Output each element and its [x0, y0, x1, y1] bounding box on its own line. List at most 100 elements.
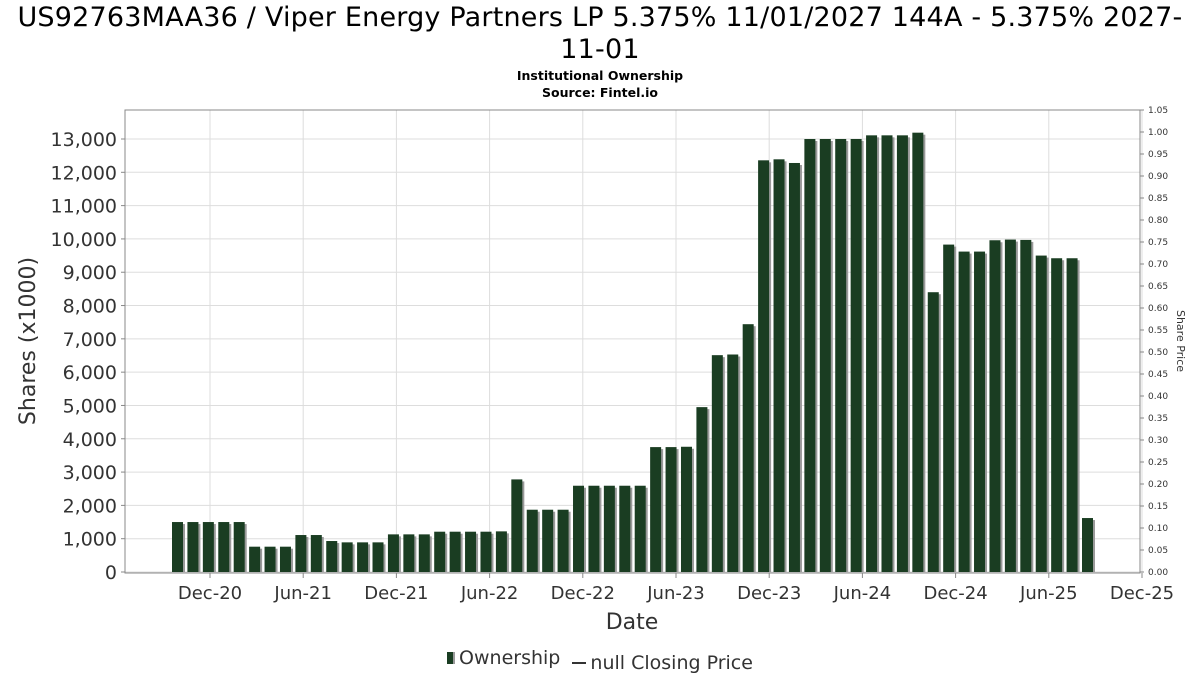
ownership-bar: [927, 292, 939, 572]
ownership-bar: [202, 522, 214, 572]
ownership-bar: [989, 240, 1001, 573]
x-tick-label: Dec-25: [1110, 583, 1174, 604]
y-axis-title: Shares (x1000): [16, 257, 41, 425]
ownership-bar: [650, 447, 662, 572]
y2-tick-label: 0.60: [1148, 304, 1168, 314]
ownership-bar: [696, 407, 708, 572]
y2-tick-label: 1.05: [1148, 106, 1168, 116]
ownership-bar: [727, 354, 739, 572]
y2-tick-label: 0.20: [1148, 480, 1168, 490]
x-tick-label: Jun-22: [460, 583, 519, 604]
y2-tick-label: 0.00: [1148, 568, 1168, 578]
y-tick-label: 10,000: [51, 229, 117, 251]
ownership-bar: [372, 542, 384, 572]
y2-tick-label: 0.40: [1148, 392, 1168, 402]
y2-tick-label: 0.85: [1148, 194, 1168, 204]
chart-source: Source: Fintel.io: [542, 85, 658, 100]
ownership-bar: [264, 546, 276, 572]
ownership-bar: [896, 135, 908, 572]
ownership-bar: [819, 139, 831, 572]
ownership-bar: [557, 509, 569, 572]
ownership-bar: [912, 132, 924, 572]
y-tick-label: 6,000: [63, 362, 117, 384]
ownership-bar: [526, 509, 538, 572]
legend-price-label: null Closing Price: [590, 652, 753, 674]
ownership-bar: [1004, 239, 1016, 572]
plot-frame: [124, 109, 1141, 574]
ownership-bar: [634, 485, 646, 572]
ownership-bar: [1082, 518, 1093, 572]
ownership-bar: [341, 542, 353, 572]
y-tick-label: 1,000: [63, 529, 117, 551]
ownership-bar: [588, 485, 600, 572]
grid-layer: [125, 110, 1143, 573]
ticks-layer: 0 1,000 2,000 3,000 4,000 5,000 6,000 7,000 8,00…: [51, 106, 1175, 604]
y2-tick-label: 0.80: [1148, 216, 1168, 226]
y2-tick-label: 0.35: [1148, 414, 1168, 424]
ownership-bar: [295, 535, 307, 572]
ownership-bar: [403, 534, 415, 572]
ownership-bar: [310, 535, 322, 572]
y2-tick-label: 0.90: [1148, 172, 1168, 182]
ownership-bar: [434, 531, 446, 572]
y-tick-label: 9,000: [63, 262, 117, 284]
line-swatch-icon: [572, 662, 587, 664]
x-axis-title: Date: [606, 610, 659, 635]
y2-tick-label: 0.05: [1148, 546, 1168, 556]
y2-axis-title: Share Price: [1174, 310, 1187, 372]
y-tick-label: 5,000: [63, 395, 117, 417]
ownership-bar: [449, 531, 461, 572]
ownership-bar: [233, 522, 245, 572]
y2-tick-label: 0.10: [1148, 524, 1168, 534]
x-tick-label: Dec-20: [178, 583, 242, 604]
x-tick-label: Dec-22: [551, 583, 615, 604]
y-tick-label: 12,000: [51, 162, 117, 184]
y-tick-label: 0: [105, 562, 117, 584]
y-tick-label: 2,000: [63, 495, 117, 517]
x-tick-label: Jun-21: [273, 583, 332, 604]
y-tick-label: 7,000: [63, 329, 117, 351]
ownership-bar: [835, 139, 847, 572]
y-tick-label: 8,000: [63, 296, 117, 318]
ownership-bar: [542, 509, 554, 572]
ownership-bar: [742, 324, 754, 572]
y2-tick-label: 0.15: [1148, 502, 1168, 512]
ownership-bar: [1066, 258, 1078, 572]
y2-tick-label: 0.95: [1148, 150, 1168, 160]
ownership-bar: [711, 355, 723, 572]
ownership-bar: [665, 447, 677, 572]
ownership-bar: [758, 160, 770, 572]
ownership-bar: [943, 244, 955, 572]
y2-tick-label: 0.70: [1148, 260, 1168, 270]
ownership-bar: [387, 534, 399, 572]
bar-swatch-icon: [447, 652, 456, 664]
ownership-bar: [881, 135, 893, 572]
x-tick-label: Dec-21: [364, 583, 428, 604]
ownership-bar: [680, 446, 692, 572]
ownership-bar: [1051, 258, 1063, 572]
ownership-bar: [511, 479, 523, 572]
legend-price: null Closing Price: [570, 652, 753, 674]
ownership-bar: [480, 531, 492, 572]
ownership-bar: [495, 531, 507, 572]
y2-tick-label: 1.00: [1148, 128, 1168, 138]
ownership-bar: [465, 531, 477, 572]
ownership-bar: [1020, 239, 1032, 572]
y2-tick-label: 0.50: [1148, 348, 1168, 358]
x-tick-label: Dec-23: [737, 583, 801, 604]
ownership-bar: [326, 541, 338, 572]
y2-tick-label: 0.30: [1148, 436, 1168, 446]
ownership-chart: 0 1,000 2,000 3,000 4,000 5,000 6,000 7,000 8,00…: [16, 106, 1187, 635]
ownership-bar: [573, 485, 585, 572]
ownership-bar: [418, 534, 430, 572]
y-tick-label: 3,000: [63, 462, 117, 484]
ownership-bar: [958, 251, 970, 572]
ownership-bar: [187, 522, 199, 572]
y2-tick-label: 0.75: [1148, 238, 1168, 248]
ownership-bar: [788, 162, 800, 572]
y-tick-label: 13,000: [51, 129, 117, 151]
y2-tick-label: 0.25: [1148, 458, 1168, 468]
ownership-bar: [172, 522, 183, 572]
ownership-bar: [218, 522, 230, 572]
chart-title: US92763MAA36 / Viper Energy Partners LP …: [17, 2, 1183, 65]
